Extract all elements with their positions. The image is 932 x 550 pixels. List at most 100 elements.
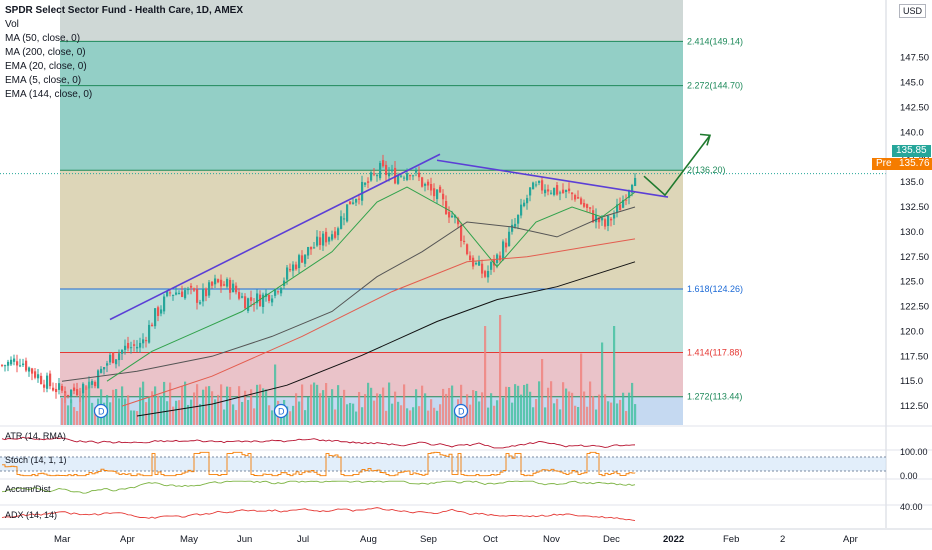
candle-body [394, 167, 397, 184]
volume-bar [451, 385, 454, 425]
candle-body [193, 288, 196, 291]
time-tick-label: Jul [297, 534, 309, 545]
candle-body [211, 281, 214, 286]
candle-body [316, 236, 319, 246]
volume-bar [586, 406, 589, 425]
indicator-label-ma50[interactable]: MA (50, close, 0) [5, 33, 81, 44]
candle-body [388, 172, 391, 177]
candle-body [328, 237, 331, 242]
volume-bar [568, 391, 571, 425]
pane-line [1, 507, 636, 522]
candle-body [115, 359, 118, 365]
candle-body [133, 344, 136, 346]
volume-bar [292, 405, 295, 425]
volume-bar [178, 400, 181, 425]
volume-bar [313, 382, 316, 425]
stoch-level-label: 0.00 [900, 471, 918, 481]
candle-body [148, 324, 151, 343]
volume-bar [454, 408, 457, 425]
volume-bar [130, 410, 133, 425]
currency-label: USD [902, 6, 922, 16]
volume-bar [175, 400, 178, 425]
candle-body [217, 279, 220, 283]
indicator-label-ema144[interactable]: EMA (144, close, 0) [5, 89, 93, 100]
volume-bar [520, 394, 523, 425]
volume-bar [217, 394, 220, 425]
indicator-label-ma200[interactable]: MA (200, close, 0) [5, 47, 86, 58]
candle-body [616, 204, 619, 213]
candle-body [172, 294, 175, 296]
volume-bar [109, 402, 112, 425]
volume-bar [430, 399, 433, 425]
candle-body [586, 204, 589, 208]
indicator-label-ema5[interactable]: EMA (5, close, 0) [5, 75, 82, 86]
volume-bar [64, 392, 67, 425]
volume-bar [190, 399, 193, 425]
candle-body [151, 324, 154, 327]
volume-bar [559, 409, 562, 425]
time-tick-label: 2 [780, 534, 785, 545]
candle-body [223, 284, 226, 286]
volume-bar [571, 392, 574, 425]
price-tick-label: 137.50 [900, 152, 929, 163]
candle-body [484, 271, 487, 277]
candle-body [118, 353, 121, 361]
indicator-label-vol[interactable]: Vol [5, 19, 19, 30]
candle-body [286, 267, 289, 280]
candle-body [112, 352, 115, 364]
volume-bar [427, 410, 430, 425]
volume-bar [538, 381, 541, 425]
currency-toggle-button[interactable]: USD [898, 4, 926, 18]
candle-body [607, 215, 610, 226]
volume-bar [358, 391, 361, 425]
candle-body [124, 345, 127, 350]
price-tick-label: 140.0 [900, 127, 924, 138]
volume-bar [499, 315, 502, 425]
volume-bar [433, 407, 436, 425]
candle-body [310, 246, 313, 250]
volume-bar [349, 402, 352, 425]
indicator-label-ema20[interactable]: EMA (20, close, 0) [5, 61, 87, 72]
candle-body [604, 219, 607, 227]
price-tick-label: 122.50 [900, 302, 929, 313]
candle-body [397, 175, 400, 184]
candle-body [337, 228, 340, 236]
candle-body [334, 231, 337, 238]
volume-bar [319, 393, 322, 425]
time-tick-label: Jun [237, 534, 252, 545]
volume-bar [286, 406, 289, 425]
candle-body [451, 215, 454, 218]
volume-bar [550, 381, 553, 425]
candle-body [631, 184, 634, 193]
volume-bar [166, 401, 169, 425]
volume-bar [328, 397, 331, 425]
candle-body [136, 346, 139, 349]
pane-label: Stoch (14, 1, 1) [5, 455, 67, 465]
candle-body [355, 199, 358, 203]
candle-body [625, 199, 628, 201]
volume-bar [463, 411, 466, 425]
candle-body [502, 241, 505, 260]
ema20-line [106, 186, 636, 382]
volume-bar [598, 394, 601, 425]
candle-body [370, 172, 373, 181]
volume-bar [145, 402, 148, 425]
volume-bar [361, 407, 364, 425]
volume-bar [370, 387, 373, 425]
volume-bar [481, 392, 484, 425]
volume-bar [196, 384, 199, 425]
volume-bar [634, 404, 637, 425]
candle-body [463, 240, 466, 242]
fib-level-label: 1.414(117.88) [687, 348, 742, 358]
volume-bar [490, 393, 493, 425]
volume-bar [388, 382, 391, 425]
candle-body [574, 195, 577, 200]
volume-bar [199, 403, 202, 425]
volume-bar [493, 405, 496, 425]
candle-body [478, 261, 481, 266]
volume-bar [115, 389, 118, 425]
chart-title[interactable]: SPDR Select Sector Fund - Health Care, 1… [5, 5, 244, 16]
volume-bar [82, 394, 85, 425]
candle-body [541, 180, 544, 191]
